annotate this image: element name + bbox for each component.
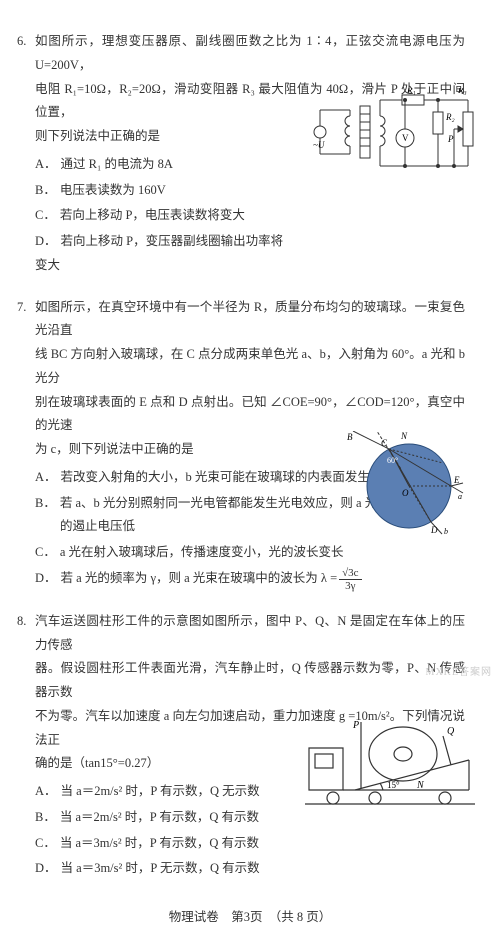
- q7-optD-text: 若 a 光的频率为 γ，则 a 光束在玻璃中的波长为 λ =: [61, 567, 338, 591]
- question-8: 8. 汽车运送圆柱形工件的示意图如图所示，图中 P、Q、N 是固定在车体上的压力…: [35, 610, 465, 881]
- q7-optC: C． a 光在射入玻璃球后，传播速度变小，光的波长变长: [35, 541, 465, 565]
- q6-optC-text: 若向上移动 P，电压表读数将变大: [60, 208, 245, 222]
- q8-stem-l1: 汽车运送圆柱形工件的示意图如图所示，图中 P、Q、N 是固定在车体上的压力传感: [35, 614, 465, 652]
- label-C: C．: [35, 208, 56, 222]
- sphere-icon: B C N O E D a b 60°: [345, 431, 465, 536]
- frac-den: 3γ: [342, 580, 358, 592]
- q7-optB-text1: 若 a、b 光分别照射同一光电管都能发生光电效应，则 a 光: [60, 496, 377, 510]
- question-6: 6. 如图所示，理想变压器原、副线圈匝数之比为 1∶4，正弦交流电源电压为 U=…: [35, 30, 465, 278]
- q6-stem-l1: 如图所示，理想变压器原、副线圈匝数之比为 1∶4，正弦交流电源电压为 U=200…: [35, 34, 465, 72]
- label-C: C: [381, 438, 388, 448]
- q6-number: 6.: [17, 30, 26, 54]
- q8-figure: P Q N 15°: [305, 718, 475, 813]
- label-A: A．: [35, 157, 57, 171]
- q8-options: A． 当 a＝2m/s² 时，P 有示数，Q 无示数 B． 当 a＝2m/s² 时，…: [35, 780, 295, 881]
- q7-figure: B C N O E D a b 60°: [345, 431, 465, 536]
- q7-optB-text2: 的遏止电压低: [60, 519, 135, 533]
- q7-number: 7.: [17, 296, 26, 320]
- label-E: E: [453, 475, 460, 485]
- q7-stem-l2: 线 BC 方向射入玻璃球，在 C 点分成两束单色光 a、b，入射角为 60°。a…: [35, 347, 465, 385]
- q7-stem-l3: 别在玻璃球表面的 E 点和 D 点射出。已知 ∠COE=90°，∠COD=120…: [35, 395, 465, 433]
- label-Q: Q: [447, 726, 455, 737]
- q8-optA-text: 当 a＝2m/s² 时，P 有示数，Q 无示数: [61, 784, 260, 798]
- label-B: B．: [35, 496, 56, 510]
- q6-figure: ~U R₁ V R₂ R₃ P: [310, 88, 475, 178]
- label-B: B．: [35, 183, 56, 197]
- q8-optC: C． 当 a＝3m/s² 时，P 有示数，Q 有示数: [35, 832, 295, 856]
- label-ang: 60°: [387, 456, 398, 465]
- label-P: P: [352, 720, 359, 731]
- q7-optD: D．若 a 光的频率为 γ，则 a 光束在玻璃中的波长为 λ = √3c 3γ: [35, 567, 465, 592]
- q6-options: A． 通过 R₁ 的电流为 8A B． 电压表读数为 160V C． 若向上移动 P，…: [35, 153, 295, 278]
- label-ang: 15°: [387, 780, 400, 790]
- q6-optA: A． 通过 R₁ 的电流为 8A: [35, 153, 295, 177]
- label-D: D．: [35, 234, 57, 248]
- truck-icon: P Q N 15°: [305, 718, 475, 813]
- q6-stem-l3: 则下列说法中正确的是: [35, 129, 160, 143]
- label-R3: R₃: [457, 88, 467, 95]
- q6-optD-text: 若向上移动 P，变压器副线圈输出功率将变大: [35, 234, 283, 272]
- q7-stem-l1: 如图所示，在真空环境中有一个半径为 R，质量分布均匀的玻璃球。一束复色光沿直: [35, 300, 465, 338]
- label-R2: R₂: [445, 112, 455, 122]
- label-C: C．: [35, 545, 56, 559]
- fraction: √3c 3γ: [339, 567, 361, 592]
- question-7: 7. 如图所示，在真空环境中有一个半径为 R，质量分布均匀的玻璃球。一束复色光沿…: [35, 296, 465, 592]
- label-B: B．: [35, 810, 56, 824]
- q8-optB-text: 当 a＝2m/s² 时，P 有示数，Q 有示数: [60, 810, 259, 824]
- label-D: D．: [35, 861, 57, 875]
- q7-optC-text: a 光在射入玻璃球后，传播速度变小，光的波长变长: [60, 545, 344, 559]
- page-footer: 物理试卷 第3页 （共 8 页）: [35, 906, 465, 930]
- q6-optC: C． 若向上移动 P，电压表读数将变大: [35, 204, 295, 228]
- watermark: MXKE答案网: [426, 663, 492, 682]
- label-a: a: [458, 492, 462, 501]
- q7-stem-l4: 为 c，则下列说法中正确的是: [35, 442, 194, 456]
- q6-optD: D．若向上移动 P，变压器副线圈输出功率将变大: [35, 230, 295, 278]
- label-V: V: [402, 133, 409, 143]
- q8-optD-text: 当 a＝3m/s² 时，P 无示数，Q 有示数: [61, 861, 260, 875]
- q8-stem-l4: 确的是（tan15°=0.27）: [35, 756, 159, 770]
- label-A: A．: [35, 470, 57, 484]
- q6-optB-text: 电压表读数为 160V: [60, 183, 166, 197]
- label-B: B: [347, 432, 353, 442]
- label-U: ~U: [313, 140, 325, 150]
- footer-text: 物理试卷 第3页 （共 8 页）: [169, 910, 332, 924]
- label-D: D．: [35, 567, 57, 591]
- label-C: C．: [35, 836, 56, 850]
- label-A: A．: [35, 784, 57, 798]
- frac-num: √3c: [339, 567, 361, 580]
- label-N: N: [416, 780, 425, 791]
- label-b: b: [444, 527, 448, 536]
- label-P: P: [447, 134, 454, 144]
- label-N: N: [400, 431, 408, 441]
- q8-number: 8.: [17, 610, 26, 634]
- label-D: D: [430, 525, 438, 535]
- q6-optA-text: 通过 R₁ 的电流为 8A: [61, 157, 173, 171]
- q8-optC-text: 当 a＝3m/s² 时，P 有示数，Q 有示数: [60, 836, 259, 850]
- label-O: O: [402, 488, 409, 498]
- q8-optB: B． 当 a＝2m/s² 时，P 有示数，Q 有示数: [35, 806, 295, 830]
- q8-stem-l2: 器。假设圆柱形工件表面光滑，汽车静止时，Q 传感器示数为零，P、N 传感器示数: [35, 661, 465, 699]
- q8-optA: A． 当 a＝2m/s² 时，P 有示数，Q 无示数: [35, 780, 295, 804]
- q6-optB: B． 电压表读数为 160V: [35, 179, 295, 203]
- circuit-icon: ~U R₁ V R₂ R₃ P: [310, 88, 475, 178]
- label-R1: R₁: [406, 88, 416, 95]
- q8-optD: D． 当 a＝3m/s² 时，P 无示数，Q 有示数: [35, 857, 295, 881]
